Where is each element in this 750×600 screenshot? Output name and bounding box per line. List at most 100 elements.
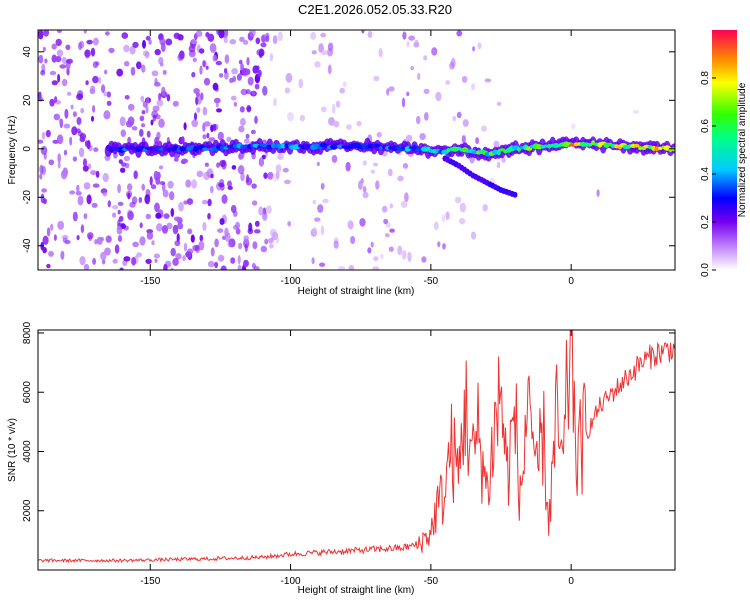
heatmap-cell [634, 143, 640, 148]
heatmap-cell [127, 210, 134, 221]
heatmap-cell [375, 180, 380, 190]
heatmap-cell [131, 256, 137, 266]
heatmap-cell [311, 257, 315, 265]
heatmap-cell [220, 145, 226, 151]
heatmap-cell [207, 260, 215, 268]
heatmap-cell [42, 198, 47, 205]
heatmap-cell [92, 183, 100, 188]
heatmap-cell [235, 228, 241, 235]
heatmap-cell [404, 192, 409, 203]
heatmap-cell [387, 168, 393, 177]
heatmap-cell [317, 204, 324, 213]
heatmap-cell [260, 35, 265, 43]
heatmap-cell [338, 266, 346, 270]
heatmap-cell [170, 267, 174, 270]
heatmap-cell [240, 63, 244, 71]
y-tick-label: 20 [22, 94, 33, 106]
heatmap-cell [141, 183, 145, 191]
heatmap-cell [459, 202, 467, 213]
heatmap-cell [163, 213, 170, 219]
heatmap-cell [245, 133, 250, 139]
heatmap-cell [50, 223, 54, 231]
heatmap-cell [389, 203, 393, 209]
heatmap-cell [94, 239, 98, 245]
snr-x-label: Height of straight line (km) [298, 585, 415, 596]
heatmap-cell [263, 172, 268, 179]
heatmap-cell [299, 114, 306, 122]
heatmap-cell [162, 189, 169, 198]
y-tick-label: 2000 [22, 499, 33, 522]
heatmap-cell [397, 245, 403, 256]
heatmap-cell [367, 247, 372, 254]
heatmap-cell [178, 50, 185, 60]
heatmap-cell [66, 91, 72, 96]
heatmap-cell [282, 167, 289, 173]
heatmap-cell [154, 258, 158, 263]
heatmap-cell [229, 39, 237, 45]
heatmap-cell [217, 131, 224, 141]
heatmap-cell [183, 242, 188, 252]
heatmap-cell [333, 120, 340, 128]
heatmap-cell [280, 143, 286, 149]
y-tick-label: 6000 [22, 381, 33, 404]
heatmap-cell [117, 235, 123, 242]
heatmap-cell [192, 57, 197, 63]
heatmap-cell [150, 119, 154, 126]
heatmap-cell [202, 106, 208, 116]
heatmap-cell [316, 161, 320, 167]
heatmap-cell [124, 61, 130, 67]
heatmap-cell [181, 158, 188, 164]
heatmap-cell [482, 204, 488, 212]
heatmap-cell [80, 224, 85, 234]
heatmap-cell [210, 247, 215, 257]
heatmap-cell [359, 218, 366, 227]
x-tick-label: -100 [281, 576, 301, 587]
heatmap-cell [66, 67, 70, 76]
heatmap-cell [442, 243, 446, 250]
heatmap-cell [154, 48, 161, 56]
heatmap-cell [405, 134, 413, 142]
heatmap-cell [127, 103, 135, 111]
heatmap-cell [320, 225, 325, 236]
heatmap-cell [362, 160, 367, 166]
heatmap-cell [253, 229, 261, 234]
heatmap-cell [260, 245, 267, 253]
heatmap-cell [243, 39, 249, 45]
heatmap-cell [172, 100, 179, 107]
x-tick-label: -150 [140, 576, 160, 587]
heatmap-cell [104, 247, 111, 256]
heatmap-cell [185, 179, 192, 188]
heatmap-cell [484, 78, 492, 83]
heatmap-cell [227, 185, 233, 190]
x-tick-label: 0 [568, 276, 574, 287]
heatmap-cell [141, 64, 146, 73]
heatmap-cell [101, 84, 106, 94]
heatmap-cell [277, 31, 283, 42]
heatmap-cell [54, 96, 58, 103]
heatmap-cell [114, 244, 120, 254]
heatmap-cell [362, 191, 369, 199]
heatmap-cell [312, 199, 317, 205]
heatmap-cell [116, 226, 123, 235]
heatmap-cell [85, 80, 89, 86]
heatmap-cell [84, 140, 89, 147]
heatmap-cell [123, 44, 130, 53]
heatmap-cell [174, 240, 181, 247]
colorbar-tick-label: 0.2 [700, 215, 711, 229]
heatmap-cell [83, 263, 90, 270]
heatmap-cell [212, 54, 217, 62]
heatmap-cell [248, 222, 253, 232]
heatmap-cell [199, 65, 203, 75]
heatmap-cell [256, 65, 260, 71]
heatmap-cell [119, 267, 124, 270]
heatmap-cell [52, 139, 59, 144]
heatmap-cell [38, 30, 44, 40]
heatmap-cell [208, 137, 216, 142]
heatmap-cell [213, 97, 221, 104]
heatmap-cell [461, 75, 468, 83]
heatmap-cell [220, 265, 227, 270]
heatmap-cell [51, 54, 57, 63]
heatmap-cell [350, 235, 356, 245]
heatmap-cell [269, 243, 274, 249]
heatmap-cell [146, 231, 154, 240]
